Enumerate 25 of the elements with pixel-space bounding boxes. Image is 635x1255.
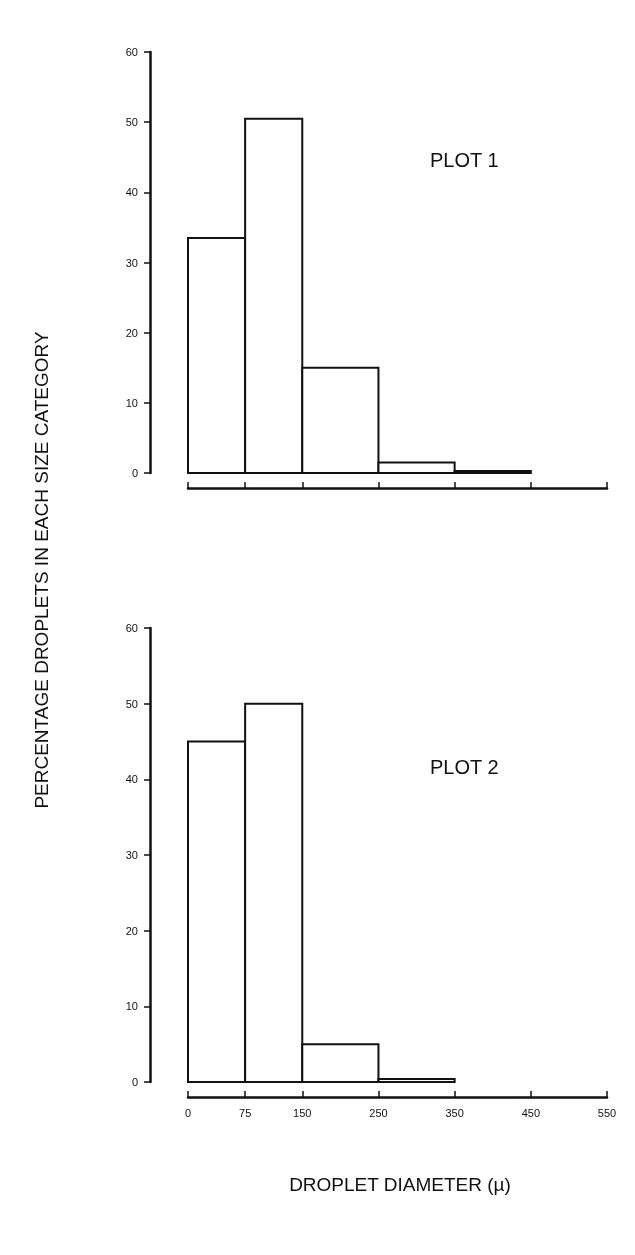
- x-tick-label: 150: [293, 1106, 312, 1119]
- x-axis-title: DROPLET DIAMETER (µ): [289, 1174, 511, 1196]
- y-tick-label: 0: [131, 467, 138, 479]
- y-tick-label: 30: [125, 849, 138, 861]
- text: PLOT 1: [430, 149, 499, 171]
- y-tick-label: 50: [125, 697, 138, 710]
- x-tick-label: 450: [521, 1106, 540, 1119]
- x-tick-label: 75: [239, 1106, 252, 1119]
- y-tick-label: 60: [125, 622, 138, 634]
- y-tick-label: 10: [125, 396, 138, 409]
- y-tick-label: 60: [125, 46, 138, 58]
- text: PLOT 2: [430, 756, 499, 778]
- y-axis-title: PERCENTAGE DROPLETS IN EACH SIZE CATEGORY: [31, 331, 53, 809]
- x-tick-label: 0: [184, 1106, 192, 1119]
- y-tick-label: 50: [125, 116, 138, 129]
- y-tick-label: 20: [125, 924, 138, 937]
- y-tick-label: 10: [125, 1000, 138, 1013]
- y-tick-label: 0: [131, 1076, 138, 1088]
- y-tick-label: 40: [125, 186, 138, 199]
- y-tick-label: 40: [125, 773, 138, 786]
- y-tick-label: 30: [125, 256, 138, 269]
- x-tick-label: 550: [597, 1106, 617, 1119]
- x-tick-label: 250: [369, 1106, 388, 1119]
- y-tick-label: 20: [125, 326, 138, 339]
- x-tick-label: 350: [445, 1106, 464, 1119]
